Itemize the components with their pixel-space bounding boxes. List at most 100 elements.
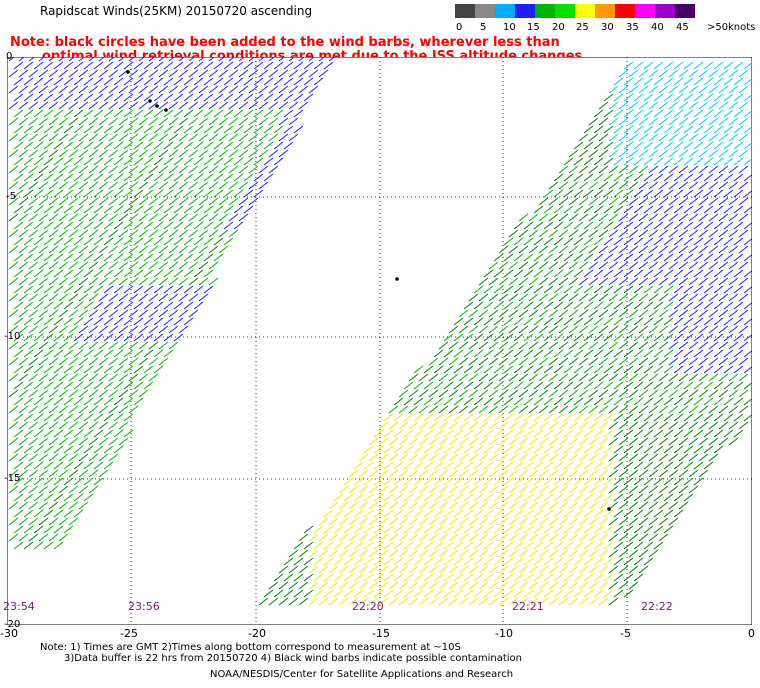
wind-barb-1532 bbox=[183, 317, 194, 326]
wind-barb-1556 bbox=[683, 317, 694, 326]
wind-barb-130 bbox=[83, 77, 94, 86]
wind-barb-2464 bbox=[558, 469, 569, 478]
wind-barb-1013 bbox=[208, 229, 219, 238]
wind-barb-2978 bbox=[608, 565, 619, 574]
wind-barb-2755 bbox=[363, 525, 374, 534]
wind-barb-1734 bbox=[543, 349, 554, 358]
wind-barb-2084 bbox=[618, 405, 629, 414]
wind-barb-1787 bbox=[588, 357, 599, 366]
wind-barb-2220 bbox=[503, 429, 514, 438]
wind-barb-2792 bbox=[298, 533, 309, 542]
wind-barb-1797 bbox=[688, 357, 699, 366]
wind-barb-2274 bbox=[548, 437, 559, 446]
wind-barb-1389 bbox=[188, 293, 199, 302]
wind-barb-2088 bbox=[658, 405, 669, 414]
wind-barb-2113 bbox=[423, 413, 434, 422]
wind-barb-1060 bbox=[213, 237, 224, 246]
wind-barb-1376 bbox=[58, 293, 69, 302]
wind-barb-901 bbox=[28, 213, 39, 222]
wind-barb-62 bbox=[303, 61, 314, 70]
wind-barb-145 bbox=[233, 77, 244, 86]
wind-barb-2960 bbox=[428, 565, 439, 574]
wind-barb-1689 bbox=[568, 341, 579, 350]
wind-barb-2257 bbox=[378, 437, 389, 446]
wind-barb-1056 bbox=[173, 237, 184, 246]
wind-barb-283 bbox=[258, 101, 269, 110]
wind-barb-252 bbox=[693, 93, 704, 102]
wind-barb-249 bbox=[663, 93, 674, 102]
wind-barb-444 bbox=[58, 133, 69, 142]
wind-barb-2634 bbox=[458, 501, 469, 510]
wind-barb-476 bbox=[658, 133, 669, 142]
wind-barb-2521 bbox=[673, 477, 684, 486]
wind-barb-2493 bbox=[393, 477, 404, 486]
wind-barb-822 bbox=[158, 197, 169, 206]
wind-barb-1534 bbox=[463, 317, 474, 326]
wind-barb-908 bbox=[98, 213, 109, 222]
wind-barb-2940 bbox=[603, 557, 614, 566]
wind-barb-2116 bbox=[453, 413, 464, 422]
wind-barb-950 bbox=[53, 221, 64, 230]
wind-barb-1526 bbox=[123, 317, 134, 326]
wind-barb-3122 bbox=[548, 597, 559, 606]
wind-barb-59 bbox=[273, 61, 284, 70]
wind-barb-2654 bbox=[658, 501, 669, 510]
wind-barb-2505 bbox=[513, 477, 524, 486]
wind-barb-527 bbox=[713, 141, 724, 150]
wind-barb-2342 bbox=[28, 453, 39, 462]
wind-barb-2898 bbox=[558, 549, 569, 558]
wind-barb-2244 bbox=[8, 437, 19, 446]
wind-barb-32 bbox=[328, 57, 335, 62]
wind-barb-2571 bbox=[33, 493, 44, 502]
wind-barb-1196 bbox=[158, 261, 169, 270]
wind-barb-1916 bbox=[413, 381, 424, 390]
wind-barb-980 bbox=[623, 221, 634, 230]
wind-barb-205 bbox=[668, 85, 679, 94]
wind-barb-173 bbox=[58, 85, 69, 94]
wind-barb-3001 bbox=[463, 573, 474, 582]
wind-barb-2169 bbox=[488, 421, 499, 430]
wind-barb-3120 bbox=[528, 597, 539, 606]
wind-barb-1979 bbox=[548, 389, 559, 398]
wind-barb-1430 bbox=[123, 301, 134, 310]
wind-barb-546 bbox=[158, 149, 169, 158]
wind-barb-1612 bbox=[23, 333, 34, 342]
wind-barb-1331 bbox=[93, 285, 104, 294]
wind-barb-394 bbox=[23, 125, 34, 134]
wind-barb-2523 bbox=[693, 477, 704, 486]
wind-barb-2576 bbox=[83, 493, 94, 502]
wind-barb-507 bbox=[233, 141, 244, 150]
wind-barb-2924 bbox=[443, 557, 454, 566]
wind-barb-331 bbox=[293, 109, 304, 118]
wind-barb-625 bbox=[28, 165, 39, 174]
wind-barb-758 bbox=[718, 181, 729, 190]
wind-barb-2602 bbox=[583, 493, 594, 502]
wind-barb-457 bbox=[188, 133, 199, 142]
wind-barb-1795 bbox=[668, 357, 679, 366]
wind-barb-1210 bbox=[568, 261, 579, 270]
wind-barb-2092 bbox=[698, 405, 709, 414]
wind-barb-159 bbox=[663, 77, 674, 86]
wind-barb-1451 bbox=[593, 301, 604, 310]
wind-barb-1183 bbox=[28, 261, 39, 270]
wind-barb-1326 bbox=[43, 285, 54, 294]
wind-barb-2221 bbox=[513, 429, 524, 438]
wind-barb-2222 bbox=[523, 429, 534, 438]
wind-barb-380 bbox=[618, 117, 629, 126]
wind-barb-2584 bbox=[403, 493, 414, 502]
wind-barb-2509 bbox=[553, 477, 564, 486]
wind-barb-1309 bbox=[608, 277, 619, 286]
wind-barb-2330 bbox=[623, 445, 634, 454]
wind-barb-2292 bbox=[728, 437, 739, 446]
wind-barb-1422 bbox=[43, 301, 54, 310]
wind-barb-2806 bbox=[438, 533, 449, 542]
wind-barb-1574 bbox=[118, 325, 129, 334]
wind-barb-1520 bbox=[63, 317, 74, 326]
wind-barb-1458 bbox=[663, 301, 674, 310]
wind-barb-1773 bbox=[448, 357, 459, 366]
wind-barb-1319 bbox=[708, 277, 719, 286]
wind-barb-463 bbox=[248, 133, 259, 142]
wind-barb-1182 bbox=[18, 261, 29, 270]
wind-barb-1303 bbox=[548, 277, 559, 286]
wind-barb-547 bbox=[168, 149, 179, 158]
